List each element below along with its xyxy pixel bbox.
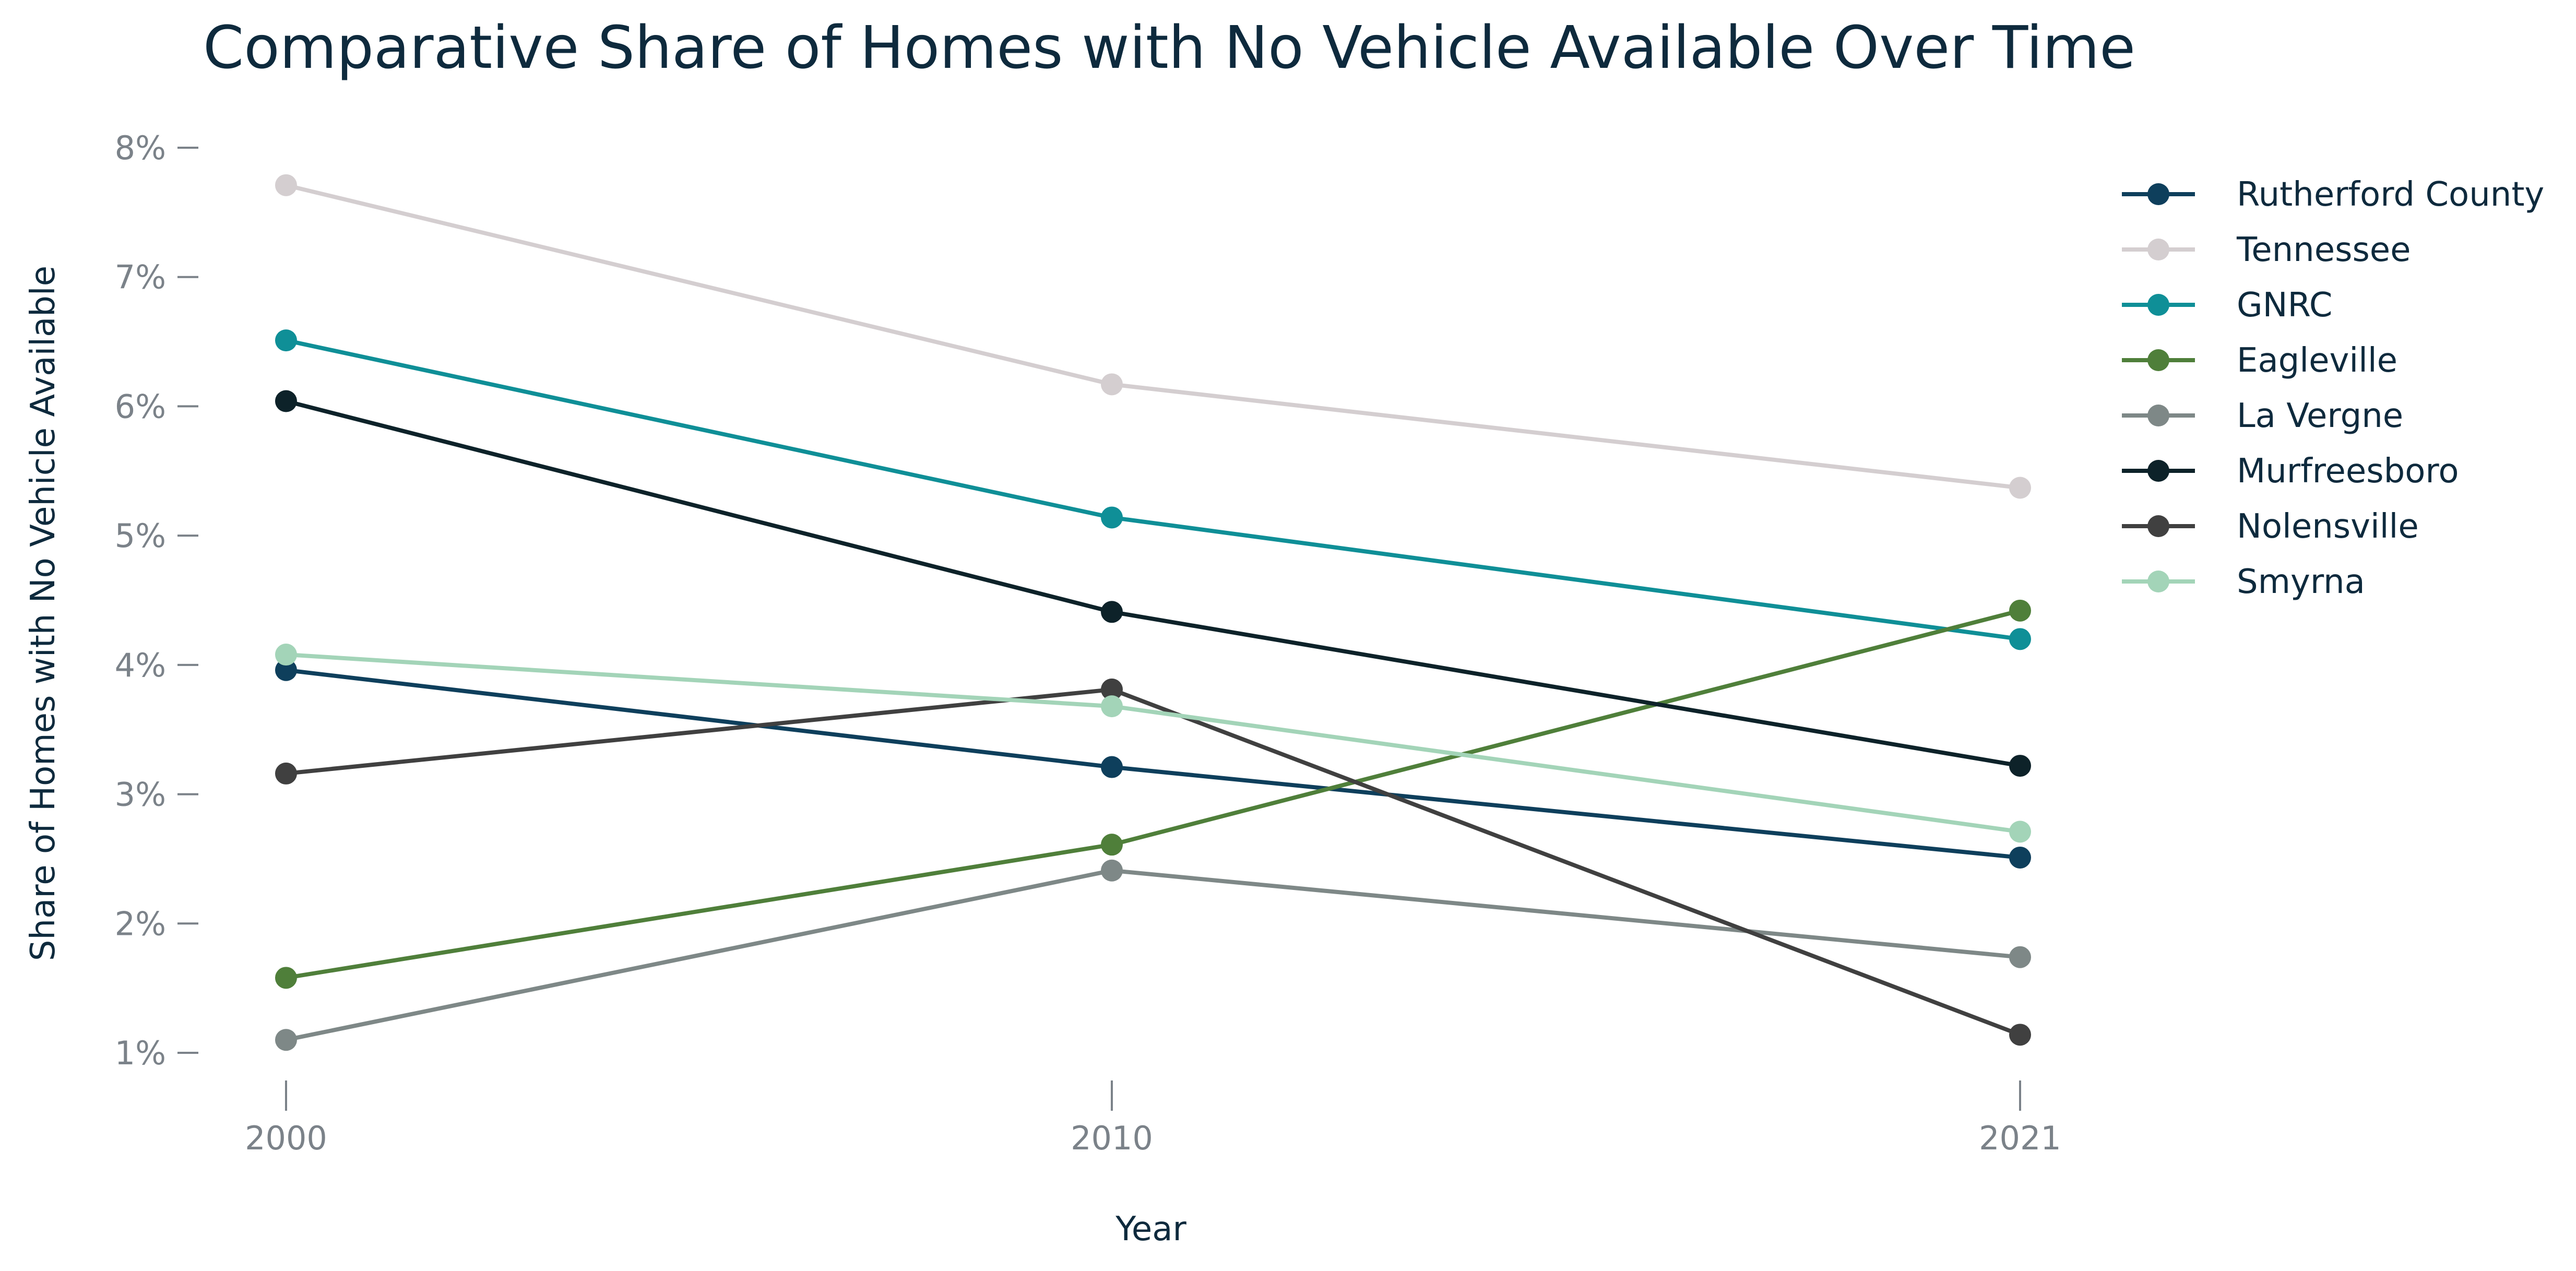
data-point-tennessee (1101, 373, 1123, 396)
data-point-tennessee (2009, 477, 2031, 499)
legend-item-rutherford-county: Rutherford County (2122, 175, 2544, 214)
series-line-la-vergne (284, 868, 2022, 1042)
data-point-murfreesboro (1101, 601, 1123, 623)
legend-swatch-marker (2147, 294, 2169, 316)
data-point-smyrna (1101, 695, 1123, 718)
y-tick-label: 8% (115, 129, 166, 167)
data-point-rutherford-county (2009, 846, 2031, 869)
data-point-smyrna (2009, 821, 2031, 843)
y-tick-label: 6% (115, 387, 166, 425)
data-point-nolensville (1101, 678, 1123, 700)
x-tick-label: 2021 (1979, 1119, 2061, 1157)
data-point-eagleville (1101, 834, 1123, 856)
legend-label: Tennessee (2236, 231, 2411, 269)
legend-swatch-marker (2147, 515, 2169, 537)
data-point-murfreesboro (275, 390, 297, 412)
x-axis-title: Year (1115, 1210, 1186, 1249)
y-tick-label: 2% (115, 905, 166, 943)
legend-label: Murfreesboro (2237, 452, 2459, 491)
legend-item-smyrna: Smyrna (2122, 563, 2365, 601)
series-line-smyrna (284, 652, 2022, 834)
data-point-eagleville (275, 967, 297, 989)
data-point-la-vergne (2009, 946, 2031, 968)
data-point-smyrna (275, 644, 297, 666)
legend-swatch-marker (2147, 460, 2169, 482)
data-point-gnrc (275, 329, 297, 352)
y-tick-label: 3% (115, 776, 166, 814)
data-point-rutherford-county (275, 659, 297, 681)
legend-swatch-marker (2147, 349, 2169, 371)
data-point-gnrc (2009, 628, 2031, 650)
legend-item-tennessee: Tennessee (2122, 231, 2411, 269)
y-axis-title: Share of Homes with No Vehicle Available (24, 266, 63, 961)
legend-label: Nolensville (2237, 507, 2419, 546)
data-point-nolensville (2009, 1024, 2031, 1046)
legend-swatch-marker (2147, 405, 2169, 426)
data-point-nolensville (275, 762, 297, 785)
data-point-la-vergne (275, 1029, 297, 1051)
data-point-gnrc (1101, 506, 1123, 529)
plot-points (275, 174, 2031, 1051)
data-point-rutherford-county (1101, 756, 1123, 778)
legend-label: GNRC (2237, 286, 2332, 325)
data-point-eagleville (2009, 599, 2031, 622)
x-axis: 2000 2010 2021 (245, 1080, 2061, 1157)
legend-item-nolensville: Nolensville (2122, 507, 2419, 546)
legend-swatch-marker (2147, 183, 2169, 205)
legend-item-eagleville: Eagleville (2122, 341, 2397, 380)
x-tick-label: 2000 (245, 1119, 327, 1157)
legend-label: La Vergne (2237, 397, 2403, 435)
legend-item-la-vergne: La Vergne (2122, 397, 2403, 435)
plot-lines (284, 183, 2022, 1042)
data-point-tennessee (275, 174, 297, 196)
y-axis: 1% 2% 3% 4% 5% 6% 7% 8% (115, 129, 198, 1072)
legend: Rutherford County Tennessee GNRC Eagleville… (2122, 175, 2544, 601)
y-tick-label: 1% (115, 1034, 166, 1072)
y-tick-label: 5% (115, 517, 166, 555)
series-line-rutherford-county (284, 668, 2022, 860)
data-point-murfreesboro (2009, 755, 2031, 777)
series-line-tennessee (284, 183, 2022, 490)
legend-label: Smyrna (2237, 563, 2365, 601)
x-tick-label: 2010 (1071, 1119, 1153, 1157)
series-line-gnrc (284, 338, 2022, 642)
legend-item-gnrc: GNRC (2122, 286, 2332, 325)
data-point-la-vergne (1101, 859, 1123, 882)
chart-title: Comparative Share of Homes with No Vehic… (203, 14, 2135, 82)
legend-item-murfreesboro: Murfreesboro (2122, 452, 2459, 491)
legend-label: Rutherford County (2237, 175, 2544, 214)
y-tick-label: 7% (115, 258, 166, 296)
legend-swatch-marker (2147, 571, 2169, 592)
legend-label: Eagleville (2237, 341, 2397, 380)
series-line-nolensville (284, 687, 2022, 1037)
legend-swatch-marker (2147, 239, 2169, 260)
y-tick-label: 4% (115, 646, 166, 684)
